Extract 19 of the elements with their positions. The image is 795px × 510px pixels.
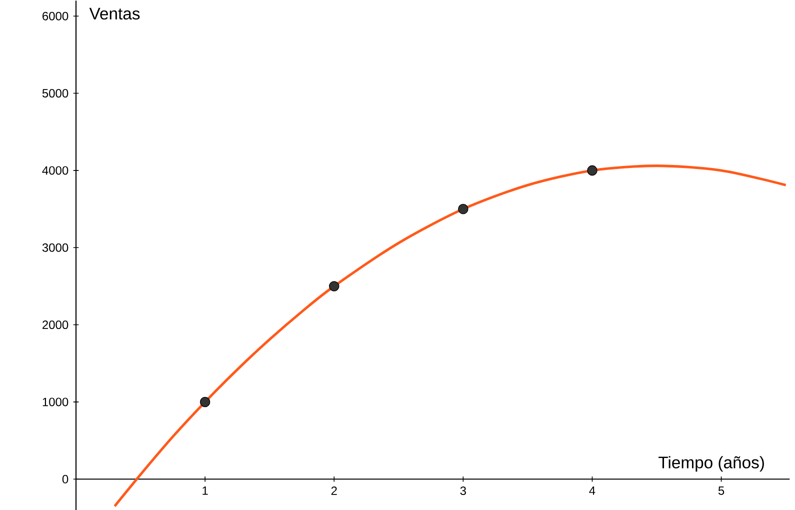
y-tick-label: 4000 — [42, 166, 68, 175]
y-axis-title: Ventas — [89, 8, 140, 20]
y-tick-label: 2000 — [42, 320, 68, 330]
point — [200, 396, 210, 408]
y-tick-label: 0 — [62, 474, 68, 484]
point — [328, 281, 340, 292]
x-tick-label: 4 — [589, 486, 596, 495]
x-axis-title: Tiempo (años) — [658, 456, 764, 472]
x-tick-label: 3 — [460, 486, 466, 496]
x-tick-label: 1 — [202, 486, 208, 495]
line-series — [113, 164, 788, 508]
y-tick-label: 3000 — [42, 243, 68, 252]
y-tick-label: 1000 — [42, 398, 68, 406]
y-tick-label: 5000 — [42, 89, 68, 98]
point — [458, 204, 468, 214]
x-tick-label: 2 — [331, 486, 337, 495]
point — [587, 165, 598, 176]
y-tick-label: 6000 — [42, 12, 68, 20]
x-tick-label: 5 — [718, 486, 724, 495]
